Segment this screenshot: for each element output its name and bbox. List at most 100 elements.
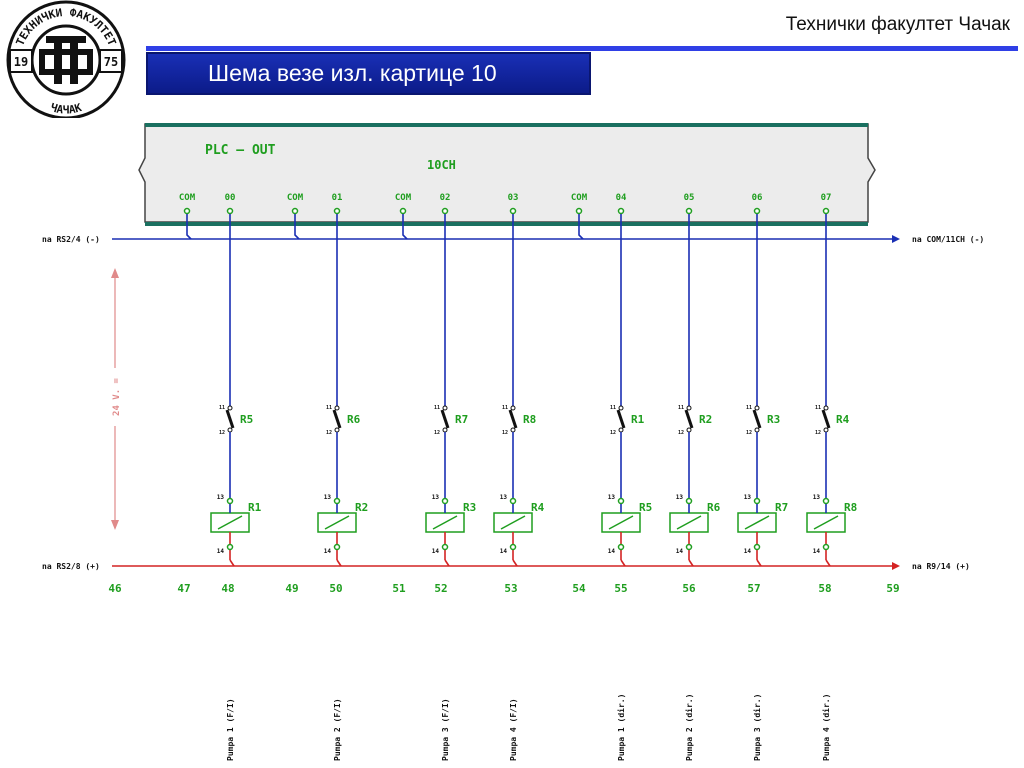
pump-label: Pumpa 2 (F/I) — [333, 698, 342, 761]
logo-bottom-text: ЧАЧАК — [49, 101, 84, 117]
line-number: 52 — [434, 582, 447, 595]
line-number: 57 — [747, 582, 760, 595]
plc-terminal-dot — [183, 207, 191, 215]
plc-channel: 10CH — [427, 158, 456, 172]
relay-coil-slash — [608, 515, 634, 530]
contact-blade — [225, 409, 235, 429]
plc-terminal-dot — [291, 207, 299, 215]
contact-terminal — [618, 405, 624, 411]
logo-year-left: 19 — [14, 55, 28, 69]
positive-rail-arrow — [892, 562, 900, 570]
contact-terminal — [754, 405, 760, 411]
contact-terminal — [618, 427, 624, 433]
coil-pin-bottom: 14 — [744, 548, 752, 555]
line-number: 47 — [177, 582, 190, 595]
relay-coil-slash — [324, 515, 350, 530]
plc-terminal-dot — [226, 207, 234, 215]
contact-label: R3 — [767, 413, 780, 426]
plc-terminal-dot — [441, 207, 449, 215]
plc-terminal-dot — [575, 207, 583, 215]
pump-label: Pumpa 4 (dir.) — [821, 694, 831, 761]
contact-pin-bottom: 12 — [610, 430, 616, 436]
relay-coil-slash — [813, 515, 839, 530]
line-number: 59 — [886, 582, 899, 595]
contact-terminal — [510, 427, 516, 433]
line-number: 53 — [504, 582, 517, 595]
coil-pin-top: 13 — [813, 494, 821, 501]
plc-terminal-label: 00 — [225, 193, 236, 203]
wiring-schematic: PLC — OUT 10CH COM 00 COM 01 COM 02 03 COM 04 05 06 0… — [42, 123, 984, 761]
contact-pin-top: 11 — [815, 405, 821, 411]
coil-tap — [688, 559, 694, 567]
relay-coil-slash — [432, 515, 458, 530]
plc-top-bar — [145, 123, 868, 127]
negative-rail-arrow — [892, 235, 900, 243]
coil-terminal-bottom — [753, 543, 761, 551]
contact-pin-top: 11 — [219, 405, 225, 411]
plc-bottom-bar — [145, 222, 868, 226]
coil-pin-top: 13 — [500, 494, 508, 501]
pump-label: Pumpa 3 (F/I) — [441, 698, 450, 761]
contact-pin-bottom: 12 — [502, 430, 508, 436]
coil-terminal-bottom — [822, 543, 830, 551]
contact-terminal — [227, 405, 233, 411]
rail-right-neg: na COM/11CH (-) — [912, 235, 984, 244]
header-rule — [146, 46, 1018, 51]
contact-terminal — [442, 405, 448, 411]
contact-terminal — [754, 427, 760, 433]
coil-label: R4 — [531, 501, 545, 514]
pump-label: Pumpa 3 (dir.) — [752, 694, 762, 761]
coil-terminal-top — [822, 497, 830, 505]
coil-terminal-bottom — [509, 543, 517, 551]
coil-pin-bottom: 14 — [813, 548, 821, 555]
contact-pin-bottom: 12 — [815, 430, 821, 436]
coil-tap — [756, 559, 762, 567]
contact-pin-top: 11 — [502, 405, 508, 411]
plc-terminal-dot — [822, 207, 830, 215]
contact-blade — [752, 409, 762, 429]
contact-pin-top: 11 — [610, 405, 616, 411]
com-tap — [402, 214, 408, 240]
com-tap — [186, 214, 192, 240]
voltage-arrow-top — [111, 268, 119, 278]
relay-coil-slash — [500, 515, 526, 530]
coil-terminal-bottom — [617, 543, 625, 551]
coil-label: R1 — [248, 501, 262, 514]
coil-tap — [444, 559, 450, 567]
coil-pin-bottom: 14 — [676, 548, 684, 555]
coil-pin-top: 13 — [608, 494, 616, 501]
plc-terminal-label: COM — [571, 193, 588, 203]
contact-pin-bottom: 12 — [219, 430, 225, 436]
line-number: 56 — [682, 582, 696, 595]
coil-terminal-top — [441, 497, 449, 505]
contact-blade — [821, 409, 831, 429]
relay-coil-slash — [217, 515, 243, 530]
voltage-label-bg — [108, 368, 122, 426]
coil-terminal-top — [226, 497, 234, 505]
contact-pin-bottom: 12 — [326, 430, 332, 436]
coil-label: R2 — [355, 501, 368, 514]
plc-terminal-dot — [685, 207, 693, 215]
contact-blade — [616, 409, 626, 429]
plc-box — [138, 123, 876, 223]
contact-pin-bottom: 12 — [434, 430, 440, 436]
contact-blade — [684, 409, 694, 429]
contact-pin-bottom: 12 — [746, 430, 752, 436]
contact-blade — [508, 409, 518, 429]
contact-pin-top: 11 — [746, 405, 752, 411]
plc-terminal-dot — [509, 207, 517, 215]
coil-terminal-top — [753, 497, 761, 505]
contact-label: R7 — [455, 413, 468, 426]
plc-terminal-label: 05 — [684, 193, 695, 203]
coil-pin-top: 13 — [432, 494, 440, 501]
contact-terminal — [823, 405, 829, 411]
coil-tap — [336, 559, 342, 567]
line-number: 49 — [285, 582, 298, 595]
contact-terminal — [227, 427, 233, 433]
coil-tap — [512, 559, 518, 567]
coil-terminal-top — [333, 497, 341, 505]
coil-pin-bottom: 14 — [324, 548, 332, 555]
contact-pin-top: 11 — [678, 405, 684, 411]
plc-terminal-label: COM — [179, 193, 196, 203]
coil-label: R5 — [639, 501, 652, 514]
